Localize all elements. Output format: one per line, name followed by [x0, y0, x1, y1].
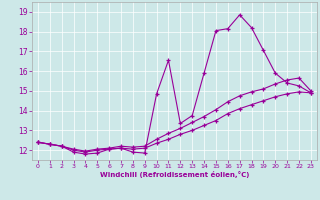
X-axis label: Windchill (Refroidissement éolien,°C): Windchill (Refroidissement éolien,°C) [100, 171, 249, 178]
